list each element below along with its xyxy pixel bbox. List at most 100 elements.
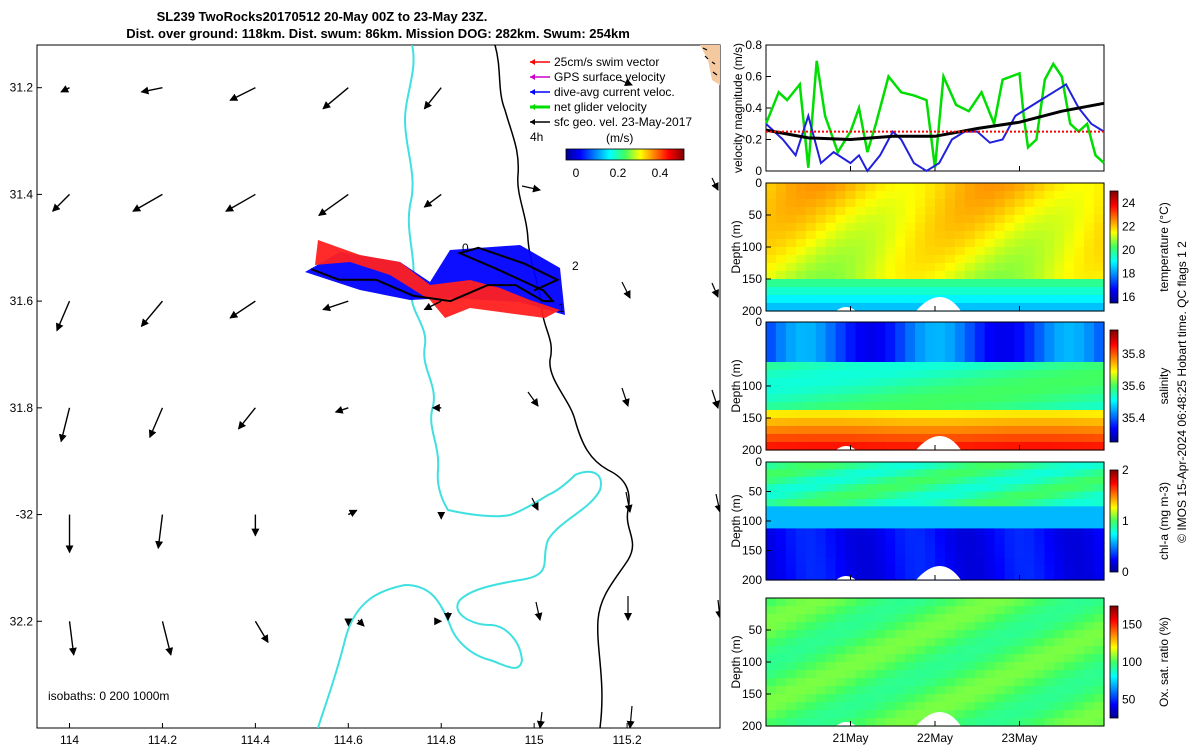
section-cell <box>865 662 876 671</box>
section-cell <box>1094 513 1105 522</box>
section-cell <box>935 354 946 363</box>
section-cell <box>1064 543 1075 552</box>
section-cell <box>805 710 817 719</box>
section-cell <box>855 543 866 552</box>
section-cell <box>835 469 847 478</box>
section-cell <box>1024 354 1035 363</box>
section-cell <box>954 622 966 631</box>
section-cell <box>1064 614 1075 623</box>
section-cell <box>875 239 886 248</box>
section-cell <box>1044 402 1055 411</box>
section-cell <box>875 521 886 529</box>
section-cell <box>925 476 936 485</box>
section-cell <box>925 239 936 248</box>
section-cell <box>1024 535 1035 544</box>
section-cell <box>815 255 827 264</box>
section-cell <box>984 686 996 695</box>
section-cell <box>905 662 916 671</box>
section-cell <box>1074 614 1085 623</box>
section-cell <box>815 322 827 331</box>
section-cell <box>845 426 856 435</box>
section-cell <box>964 183 976 192</box>
section-cell <box>944 330 956 339</box>
section-cell <box>875 638 886 647</box>
section-cell <box>1024 572 1035 581</box>
section-cell <box>944 295 956 304</box>
section-cell <box>795 598 807 607</box>
section-cell <box>885 543 896 552</box>
section-cell <box>875 418 886 427</box>
section-cell <box>1044 354 1055 363</box>
section-cell <box>855 362 866 371</box>
section-cell <box>974 614 986 623</box>
section-cell <box>964 410 976 419</box>
section-cell <box>1004 255 1016 264</box>
section-cell <box>1004 303 1016 312</box>
section-cell <box>905 622 916 631</box>
section-cell <box>1044 686 1055 695</box>
section-cell <box>795 295 807 304</box>
section-cell <box>825 678 837 687</box>
section-cell <box>925 295 936 304</box>
section-cell <box>885 191 896 200</box>
section-cell <box>944 702 956 711</box>
section-cell <box>1014 565 1025 574</box>
section-cell <box>865 718 876 727</box>
section-cell <box>865 215 876 224</box>
section-cell <box>875 606 886 615</box>
section-cell <box>865 271 876 280</box>
section-cell <box>1034 686 1045 695</box>
map-y-tick-label: 31.8 <box>10 401 34 415</box>
section-cell <box>994 686 1006 695</box>
section-cell <box>875 191 886 200</box>
section-cell <box>964 263 976 272</box>
section-cell <box>1014 491 1025 500</box>
section-cell <box>845 279 856 288</box>
section-cell <box>805 247 817 256</box>
section-cell <box>795 670 807 679</box>
section-cell <box>1074 702 1085 711</box>
section-cell <box>1094 303 1105 312</box>
section-cell <box>1044 718 1055 727</box>
section-cell <box>1024 215 1035 224</box>
section-cell <box>835 670 847 679</box>
section-cell <box>885 638 896 647</box>
geo-vector-arrow <box>132 193 163 212</box>
section-cell <box>915 550 926 559</box>
section-cell <box>915 469 926 478</box>
section-cell <box>835 418 847 427</box>
section-cell <box>935 694 946 703</box>
section-cell <box>964 287 976 296</box>
section-cell <box>1004 498 1016 507</box>
section-cell <box>974 521 986 529</box>
section-cell <box>835 223 847 232</box>
section-cell <box>775 606 787 615</box>
section-cell <box>954 279 966 288</box>
section-cell <box>915 378 926 387</box>
section-cell <box>885 694 896 703</box>
section-cell <box>855 370 866 379</box>
section-y-tick-label: 200 <box>742 304 762 318</box>
section-cell <box>835 287 847 296</box>
section-cell <box>1054 513 1065 522</box>
section-cell <box>964 484 976 493</box>
section-cell <box>994 662 1006 671</box>
section-cell <box>994 476 1006 485</box>
section-cell <box>1044 426 1055 435</box>
section-cell <box>1054 686 1065 695</box>
section-cell <box>885 476 896 485</box>
section-cell <box>1044 255 1055 264</box>
section-cell <box>1074 513 1085 522</box>
section-cell <box>895 654 906 663</box>
footer-credit: © IMOS 15-Apr-2024 06:48:25 Hobart time.… <box>1175 241 1189 543</box>
section-cell <box>1034 434 1045 443</box>
section-cell <box>766 476 777 485</box>
section-cell <box>1084 370 1095 379</box>
section-cell <box>835 263 847 272</box>
isobath-200m <box>317 45 602 728</box>
section-cell <box>994 346 1006 355</box>
section-cell <box>1044 199 1055 208</box>
section-cell <box>1074 678 1085 687</box>
section-cell <box>825 410 837 419</box>
section-cell <box>925 418 936 427</box>
